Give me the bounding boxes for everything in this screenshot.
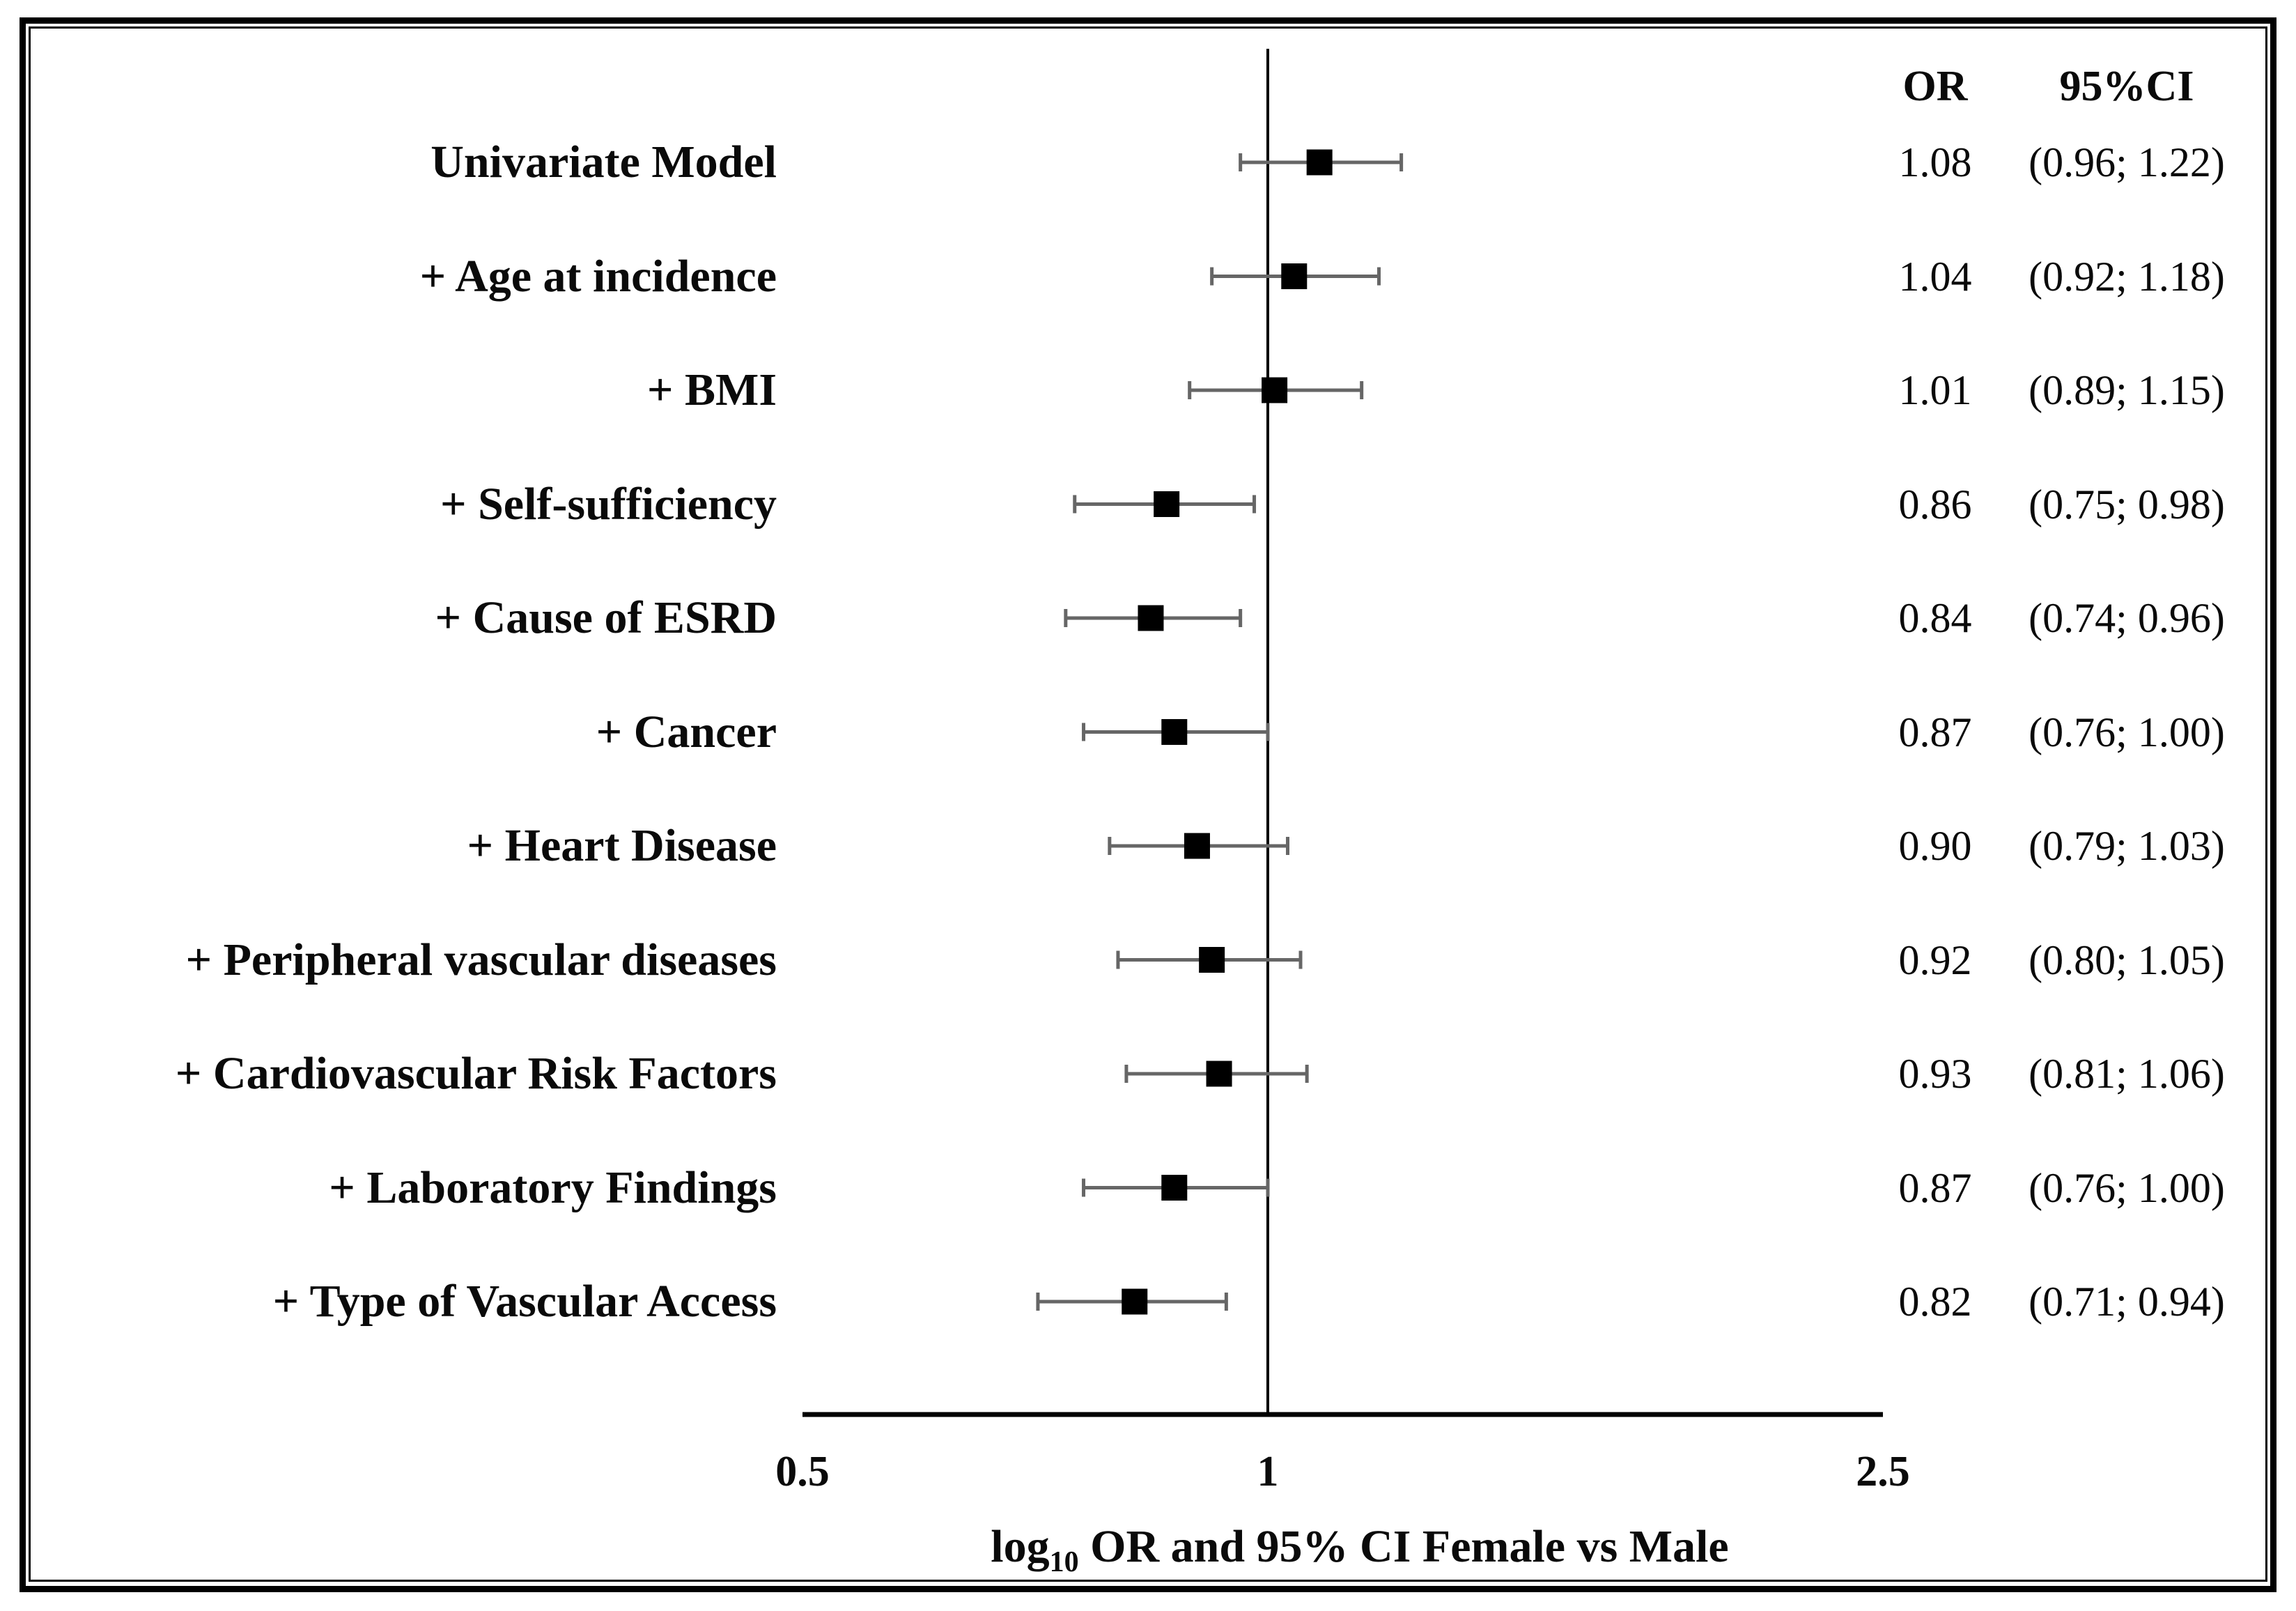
ci-value: (0.81; 1.06) [2029,1051,2225,1097]
or-value: 0.92 [1898,936,1972,983]
or-point-marker [1199,947,1225,973]
or-value: 1.08 [1898,139,1972,185]
model-label: + Cause of ESRD [435,592,777,643]
or-point-marker [1281,263,1308,289]
or-point-marker [1262,377,1288,403]
forest-row-marker [1124,1061,1309,1087]
forest-row-marker [1210,263,1381,289]
or-point-marker [1122,1288,1148,1315]
ci-value: (0.76; 1.00) [2029,709,2225,755]
or-value: 0.90 [1898,823,1972,869]
or-point-marker [1161,719,1188,745]
figure-outer-border [20,17,2276,1592]
model-label: Univariate Model [430,137,777,187]
ci-value: (0.96; 1.22) [2029,139,2225,185]
or-point-marker [1138,605,1164,631]
forest-row-marker [1036,1288,1228,1315]
ci-value: (0.80; 1.05) [2029,936,2225,983]
model-label: + BMI [646,364,777,415]
forest-row-marker [1073,491,1257,517]
or-point-marker [1161,1175,1188,1201]
x-axis-label-prefix: log [991,1521,1050,1572]
ci-value: (0.71; 0.94) [2029,1279,2225,1325]
ci-value: (0.75; 0.98) [2029,481,2225,527]
model-label: + Heart Disease [467,820,777,871]
or-point-marker [1154,491,1180,517]
ci-value: (0.92; 1.18) [2029,253,2225,300]
forest-row-marker [1116,947,1303,973]
x-tick-label: 2.5 [1856,1448,1910,1495]
model-label: + Self-sufficiency [440,478,777,530]
column-header-or: OR [1902,63,1968,110]
model-label: + Type of Vascular Access [272,1276,777,1327]
x-axis-label-suffix: OR and 95% CI Female vs Male [1078,1521,1729,1572]
forest-row-marker [1108,833,1289,859]
model-label: + Cardiovascular Risk Factors [175,1048,777,1099]
or-value: 1.04 [1898,253,1972,300]
or-value: 0.82 [1898,1279,1972,1325]
ci-value: (0.76; 1.00) [2029,1164,2225,1211]
or-value: 1.01 [1898,367,1972,413]
x-axis-label-subscript: 10 [1049,1546,1079,1579]
or-point-marker [1306,149,1333,176]
model-label: + Age at incidence [419,250,777,302]
forest-row-marker [1082,1175,1270,1201]
forest-row-marker [1188,377,1364,403]
or-point-marker [1206,1061,1232,1087]
ci-value: (0.74; 0.96) [2029,595,2225,641]
column-header-ci: 95%CI [2059,63,2194,110]
ci-value: (0.89; 1.15) [2029,367,2225,413]
figure-inner-border [29,26,2267,1582]
or-point-marker [1184,833,1210,859]
model-label: + Cancer [596,706,777,757]
x-axis-label: log10 OR and 95% CI Female vs Male [802,1512,1917,1582]
forest-row-marker [1239,149,1404,176]
or-value: 0.84 [1898,595,1972,641]
forest-row-marker [1064,605,1243,631]
or-value: 0.93 [1898,1051,1972,1097]
or-value: 0.86 [1898,481,1972,527]
forest-row-marker [1082,719,1270,745]
ci-value: (0.79; 1.03) [2029,823,2225,869]
model-label: + Laboratory Findings [329,1162,777,1213]
x-tick-label: 1 [1257,1448,1279,1495]
or-value: 0.87 [1898,1164,1972,1211]
model-label: + Peripheral vascular diseases [185,934,777,985]
or-value: 0.87 [1898,709,1972,755]
x-tick-label: 0.5 [775,1448,830,1495]
